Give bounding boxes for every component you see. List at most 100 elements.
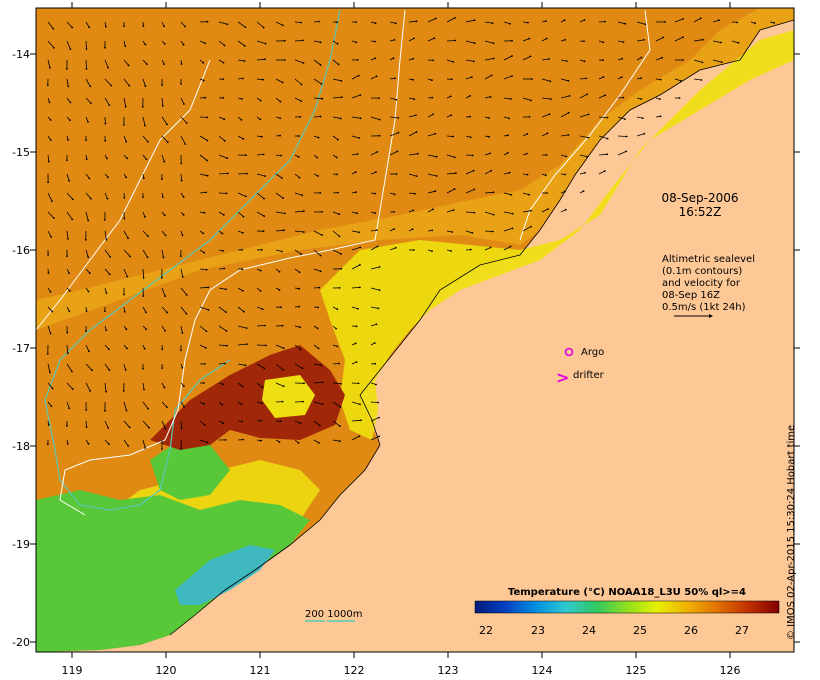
velocity-arrow-head-icon [281, 81, 284, 84]
velocity-arrow-icon [560, 59, 567, 62]
velocity-arrow-icon [256, 173, 266, 177]
velocity-arrow-icon [332, 401, 341, 408]
velocity-arrow-icon [446, 135, 454, 137]
velocity-arrow-icon [199, 439, 208, 443]
velocity-arrow-head-icon [222, 214, 225, 216]
velocity-arrow-head-icon [205, 268, 208, 271]
velocity-arrow-head-icon [720, 61, 723, 63]
velocity-arrow-head-icon [317, 136, 320, 139]
velocity-arrow-head-icon [144, 85, 147, 88]
velocity-arrow-icon [427, 18, 436, 23]
velocity-arrow-head-icon [568, 95, 571, 97]
velocity-arrow-icon [104, 363, 110, 371]
velocity-arrow-icon [560, 154, 567, 157]
velocity-arrow-head-icon [108, 104, 111, 106]
velocity-arrow-head-icon [340, 253, 342, 255]
velocity-arrow-head-icon [244, 364, 247, 367]
velocity-arrow-head-icon [204, 42, 207, 45]
velocity-arrow-head-icon [454, 17, 456, 19]
velocity-arrow-head-icon [338, 287, 341, 289]
velocity-arrow-head-icon [585, 155, 588, 158]
velocity-arrow-head-icon [225, 288, 227, 291]
velocity-arrow-head-icon [394, 246, 397, 249]
velocity-arrow-head-icon [527, 21, 529, 24]
velocity-arrow-icon [142, 268, 144, 278]
velocity-arrow-head-icon [338, 213, 341, 216]
velocity-arrow-head-icon [394, 77, 396, 80]
velocity-arrow-head-icon [68, 290, 71, 292]
velocity-arrow-head-icon [66, 331, 69, 334]
velocity-arrow-head-icon [47, 424, 50, 426]
velocity-arrow-icon [142, 154, 147, 160]
velocity-arrow-head-icon [163, 63, 166, 65]
velocity-arrow-head-icon [179, 255, 182, 257]
velocity-arrow-head-icon [564, 190, 566, 193]
velocity-arrow-head-icon [241, 248, 244, 251]
velocity-arrow-head-icon [431, 229, 434, 232]
velocity-arrow-icon [712, 19, 720, 23]
velocity-arrow-head-icon [222, 78, 225, 80]
velocity-arrow-head-icon [126, 275, 129, 278]
velocity-arrow-head-icon [489, 95, 492, 98]
velocity-arrow-icon [66, 192, 74, 200]
velocity-arrow-icon [294, 40, 304, 42]
velocity-arrow-head-icon [85, 330, 87, 333]
velocity-arrow-head-icon [47, 160, 50, 163]
velocity-arrow-head-icon [450, 114, 453, 117]
velocity-arrow-head-icon [90, 102, 92, 104]
velocity-arrow-icon [351, 401, 361, 405]
velocity-arrow-head-icon [47, 181, 49, 184]
velocity-arrow-head-icon [181, 275, 184, 278]
velocity-arrow-icon [123, 78, 130, 87]
sea-yellow [320, 30, 794, 440]
velocity-arrow-head-icon [223, 118, 226, 121]
velocity-arrow-head-icon [299, 348, 302, 351]
velocity-arrow-icon [47, 230, 52, 238]
velocity-arrow-icon [66, 363, 73, 372]
velocity-arrow-icon [161, 154, 165, 162]
velocity-arrow-icon [161, 287, 166, 297]
velocity-arrow-head-icon [180, 427, 183, 430]
velocity-arrow-head-icon [567, 111, 570, 114]
velocity-arrow-icon [47, 363, 51, 373]
velocity-arrow-icon [66, 97, 71, 103]
velocity-arrow-icon [636, 116, 643, 119]
velocity-arrow-head-icon [511, 75, 513, 77]
coastline-south [169, 444, 381, 636]
velocity-arrow-icon [104, 268, 110, 275]
velocity-arrow-head-icon [528, 193, 530, 196]
velocity-arrow-head-icon [283, 59, 286, 61]
velocity-arrow-head-icon [263, 197, 265, 200]
velocity-arrow-icon [161, 306, 168, 313]
velocity-arrow-head-icon [302, 400, 304, 403]
velocity-arrow-head-icon [525, 152, 528, 155]
velocity-arrow-icon [218, 116, 225, 120]
velocity-arrow-head-icon [206, 441, 209, 444]
velocity-arrow-icon [541, 113, 550, 118]
velocity-arrow-head-icon [85, 48, 88, 50]
velocity-arrow-head-icon [242, 438, 245, 441]
velocity-arrow-icon [123, 268, 128, 277]
velocity-arrow-head-icon [123, 293, 125, 296]
velocity-arrow-head-icon [435, 155, 438, 158]
velocity-arrow-head-icon [492, 191, 495, 194]
velocity-arrow-head-icon [340, 267, 343, 270]
velocity-arrow-icon [370, 75, 377, 80]
velocity-arrow-head-icon [52, 46, 55, 49]
velocity-arrow-icon [522, 210, 531, 213]
velocity-arrow-icon [142, 230, 149, 237]
velocity-arrow-head-icon [321, 234, 323, 237]
velocity-arrow-head-icon [526, 133, 529, 135]
velocity-arrow-head-icon [107, 176, 109, 179]
velocity-arrow-head-icon [89, 390, 92, 392]
velocity-arrow-head-icon [164, 234, 167, 237]
velocity-arrow-icon [446, 154, 455, 158]
velocity-arrow-head-icon [225, 192, 228, 195]
velocity-arrow-head-icon [71, 388, 74, 390]
velocity-arrow-head-icon [548, 113, 551, 116]
velocity-arrow-head-icon [203, 382, 205, 384]
velocity-arrow-head-icon [182, 43, 185, 46]
velocity-arrow-head-icon [643, 39, 645, 41]
velocity-arrow-icon [370, 116, 380, 120]
velocity-arrow-icon [218, 306, 227, 313]
